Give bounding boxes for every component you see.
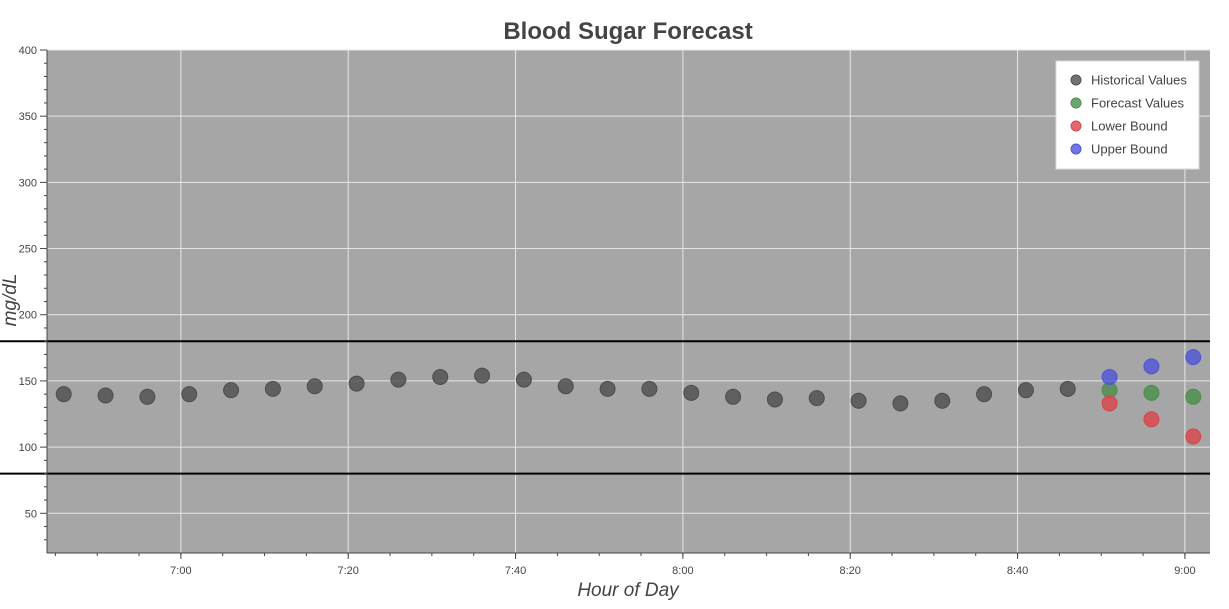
legend-label: Lower Bound [1091,119,1168,134]
historical-values-point [1017,382,1034,399]
upper-bound-point [1185,349,1202,366]
lower-bound-point [1101,395,1118,412]
x-tick-label: 7:20 [337,565,358,577]
legend-swatch [1070,74,1082,86]
y-tick-label: 300 [19,177,37,189]
x-axis-label: Hour of Day [577,580,680,601]
x-tick-label: 7:00 [170,565,191,577]
historical-values-point [515,371,532,388]
historical-values-point [641,380,658,397]
historical-values-point [808,390,825,407]
legend-swatch [1070,120,1082,132]
historical-values-point [264,380,281,397]
historical-values-point [766,391,783,408]
forecast-values-point [1143,384,1160,401]
x-tick-label: 8:00 [672,565,693,577]
y-axis-label: mg/dL [0,274,21,327]
legend-label: Historical Values [1091,73,1187,88]
x-tick-label: 7:40 [505,565,526,577]
y-tick-label: 50 [25,508,37,520]
historical-values-point [97,387,114,404]
forecast-values-point [1185,388,1202,405]
historical-values-point [181,386,198,403]
historical-values-point [432,368,449,385]
historical-values-point [599,380,616,397]
historical-values-point [306,378,323,395]
historical-values-point [139,388,156,405]
historical-values-point [557,378,574,395]
legend-swatch [1070,143,1082,155]
legend-swatch [1070,97,1082,109]
plot-area: 50 100 150 200 250 300 350 400 7:00 7:20 7:40 8:00 8… [0,45,1210,577]
x-tick-label: 8:20 [840,565,861,577]
y-tick-label: 150 [19,376,37,388]
y-tick-label: 400 [19,45,37,57]
y-tick-label: 200 [19,310,37,322]
historical-values-point [474,367,491,384]
y-tick-label: 100 [19,442,37,454]
historical-values-point [934,392,951,409]
legend-label: Upper Bound [1091,142,1168,157]
y-tick-label: 250 [19,244,37,256]
legend: Historical Values Forecast Values Lower Bo… [1055,60,1200,170]
historical-values-point [976,386,993,403]
chart-title: Blood Sugar Forecast [503,18,752,45]
plot-background [47,50,1210,553]
upper-bound-point [1101,368,1118,385]
historical-values-point [683,384,700,401]
historical-values-point [55,386,72,403]
historical-values-point [892,395,909,412]
x-tick-label: 8:40 [1007,565,1028,577]
historical-values-point [223,382,240,399]
legend-label: Forecast Values [1091,96,1184,111]
lower-bound-point [1143,411,1160,428]
historical-values-point [725,388,742,405]
upper-bound-point [1143,358,1160,375]
historical-values-point [850,392,867,409]
historical-values-point [390,371,407,388]
lower-bound-point [1185,428,1202,445]
x-tick-label: 9:00 [1174,565,1195,577]
historical-values-point [1059,380,1076,397]
y-tick-label: 350 [19,111,37,123]
historical-values-point [348,375,365,392]
